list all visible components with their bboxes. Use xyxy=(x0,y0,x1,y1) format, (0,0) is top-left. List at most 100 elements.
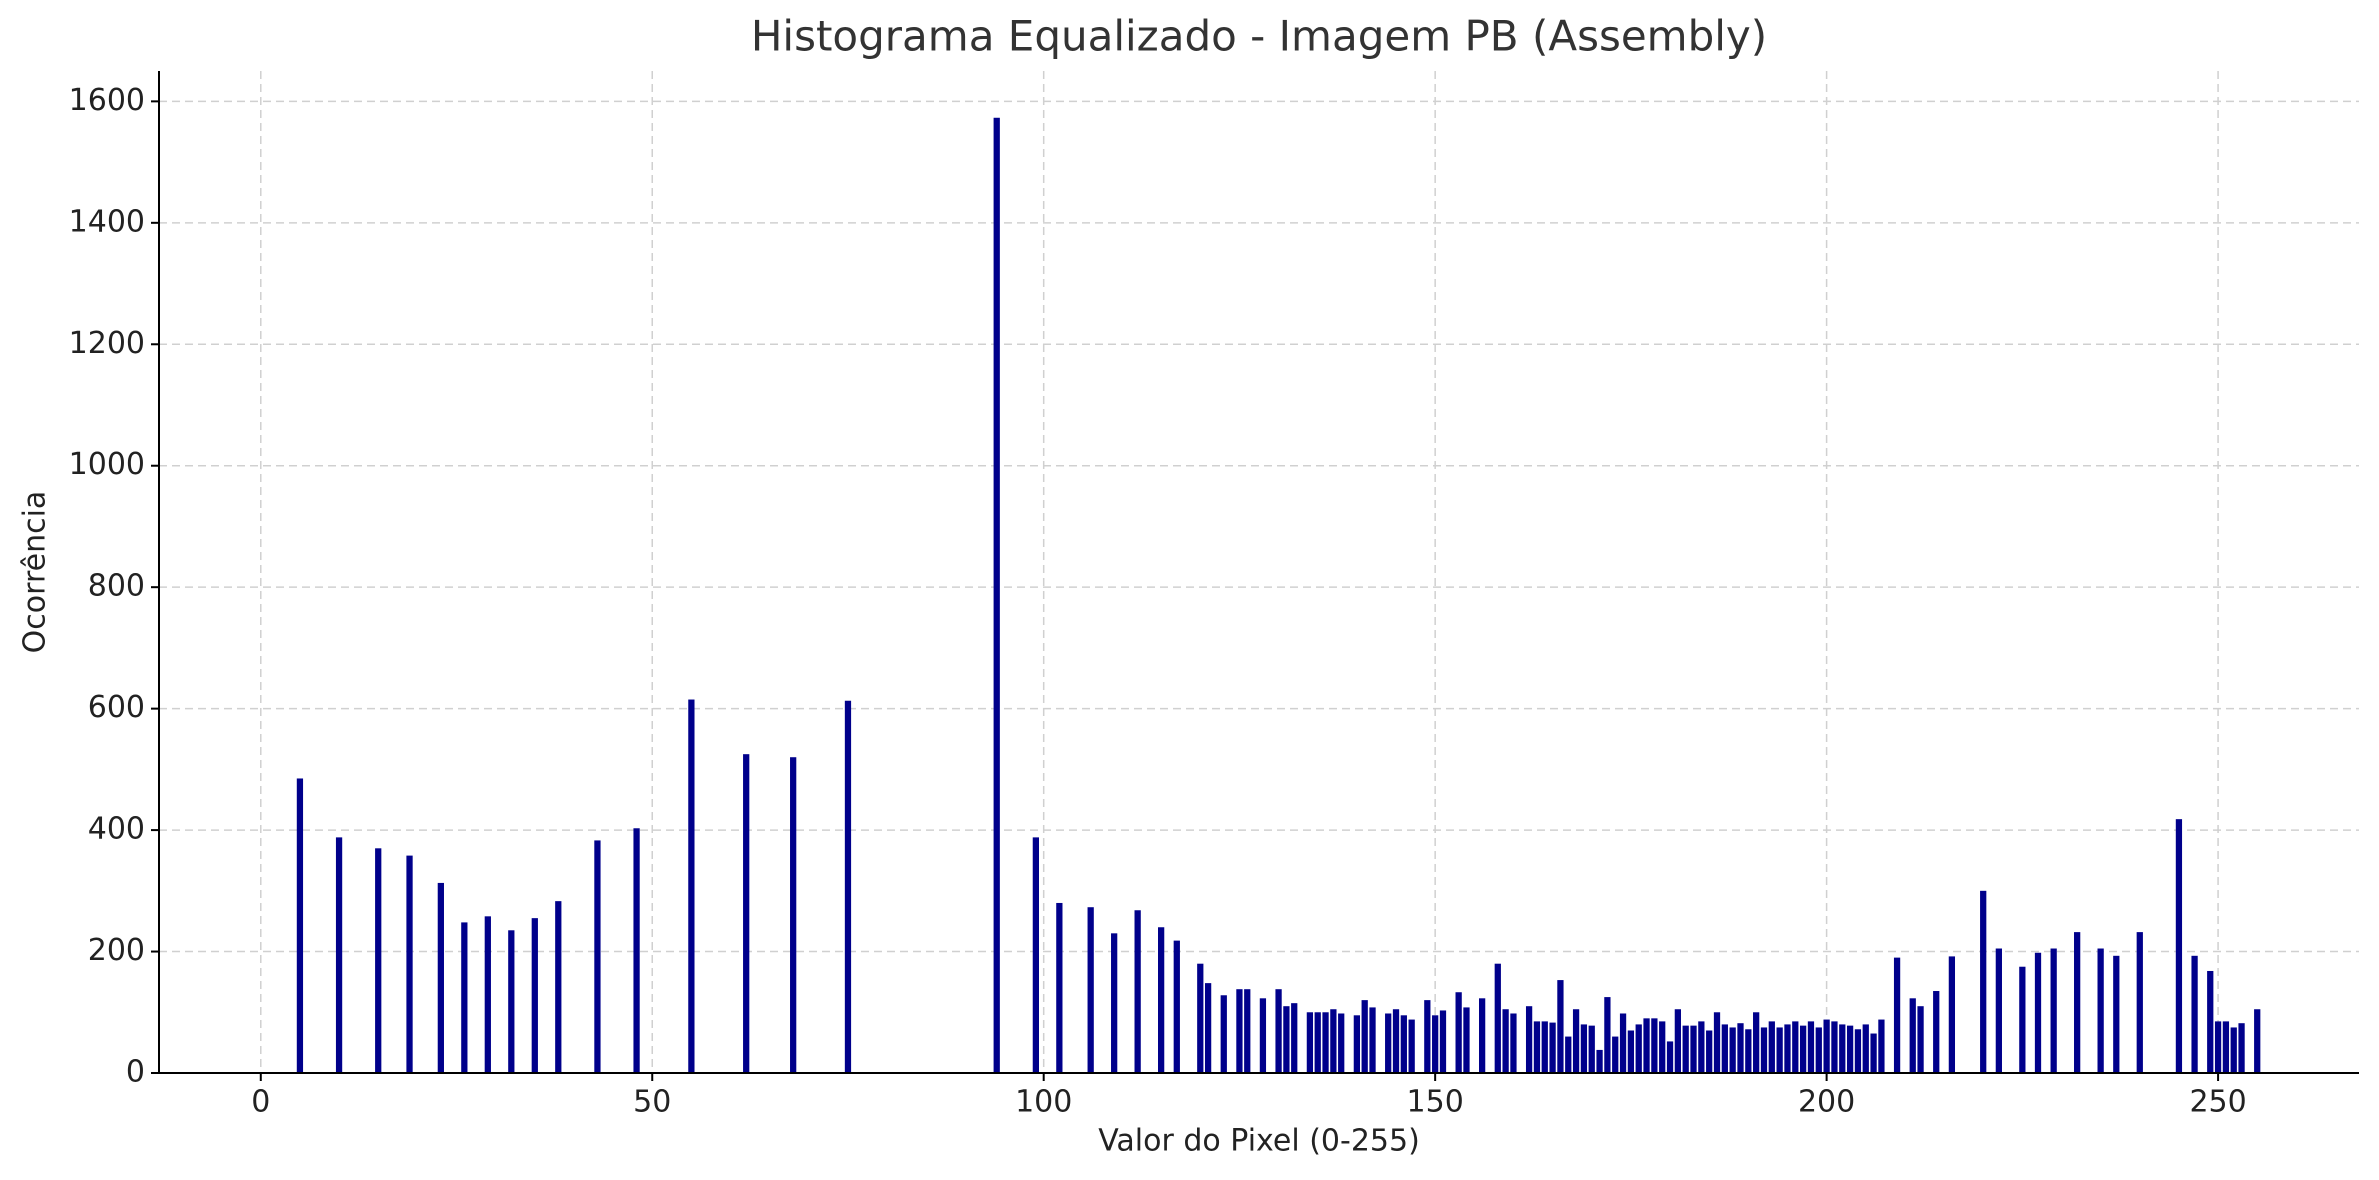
bar xyxy=(1753,1012,1760,1073)
bar xyxy=(1659,1021,1666,1073)
bar xyxy=(1392,1009,1400,1073)
bar xyxy=(1854,1029,1862,1073)
y-tick-label: 800 xyxy=(88,569,145,604)
bar xyxy=(296,778,304,1073)
bar xyxy=(1706,1030,1713,1073)
bar xyxy=(1674,1009,1681,1073)
bar xyxy=(1643,1018,1650,1073)
bar xyxy=(1839,1024,1846,1073)
bar xyxy=(1799,1025,1807,1073)
bar xyxy=(1087,907,1094,1073)
bar xyxy=(508,930,515,1073)
bar xyxy=(461,922,468,1073)
y-tick-label: 1600 xyxy=(69,83,145,118)
bar xyxy=(1831,1021,1838,1073)
bar xyxy=(2191,955,2198,1073)
bar xyxy=(2136,932,2143,1073)
bar xyxy=(1494,963,1501,1073)
bar xyxy=(375,848,382,1073)
bar xyxy=(1690,1025,1697,1073)
bar xyxy=(1275,989,1282,1073)
bar xyxy=(1291,1003,1298,1073)
bar xyxy=(2238,1023,2245,1073)
x-tick-label: 100 xyxy=(1015,1085,1072,1120)
bar xyxy=(1933,991,1940,1073)
bar xyxy=(1784,1024,1791,1073)
bar xyxy=(1768,1021,1775,1073)
bar xyxy=(1424,1000,1431,1073)
bar xyxy=(1134,910,1141,1073)
bar xyxy=(1361,1000,1368,1073)
bar xyxy=(1893,957,1901,1073)
bar xyxy=(844,700,852,1073)
bar xyxy=(1510,1013,1517,1073)
bar xyxy=(1502,1009,1509,1073)
bar xyxy=(1385,1013,1392,1073)
bar xyxy=(437,882,444,1073)
y-axis-label: Ocorrência xyxy=(18,491,53,654)
bar xyxy=(1541,1021,1548,1073)
bar xyxy=(1776,1027,1783,1073)
bar xyxy=(1729,1027,1736,1073)
x-tick-label: 250 xyxy=(2189,1085,2246,1120)
y-tick-label: 400 xyxy=(88,812,145,847)
y-tick-label: 1200 xyxy=(69,326,145,361)
bar xyxy=(1635,1024,1642,1073)
bar xyxy=(1463,1007,1470,1073)
bar xyxy=(1283,1006,1290,1073)
bar xyxy=(406,855,413,1073)
bar xyxy=(790,757,797,1073)
bar xyxy=(1619,1013,1627,1073)
bar xyxy=(1995,948,2002,1073)
bar xyxy=(1721,1024,1728,1073)
bar xyxy=(1314,1012,1321,1073)
bar xyxy=(1682,1025,1689,1073)
bar xyxy=(1557,980,1564,1073)
bar xyxy=(1236,989,1243,1073)
bar xyxy=(1792,1021,1799,1073)
chart-title: Histograma Equalizado - Imagem PB (Assem… xyxy=(751,12,1767,61)
bar xyxy=(1353,1015,1360,1073)
bar xyxy=(1330,1009,1337,1073)
bar xyxy=(1439,1010,1447,1073)
bar xyxy=(2254,1009,2261,1073)
bar xyxy=(1713,1012,1721,1073)
bar xyxy=(2019,966,2026,1073)
bar xyxy=(1400,1015,1407,1073)
bar xyxy=(1369,1007,1376,1073)
bar xyxy=(1259,998,1267,1073)
bar xyxy=(1525,1006,1533,1073)
x-tick-label: 200 xyxy=(1798,1085,1855,1120)
bar xyxy=(1604,997,1611,1073)
x-tick-label: 0 xyxy=(251,1085,270,1120)
bar xyxy=(1111,933,1118,1073)
bar xyxy=(1565,1036,1572,1073)
bar xyxy=(531,918,538,1073)
bar xyxy=(1056,902,1063,1073)
x-axis-label: Valor do Pixel (0-255) xyxy=(1098,1124,1420,1159)
x-tick-label: 150 xyxy=(1407,1085,1464,1120)
bar xyxy=(1823,1019,1830,1073)
bar xyxy=(335,837,343,1073)
bar xyxy=(2097,948,2104,1073)
y-tick-label: 1000 xyxy=(69,447,145,482)
y-tick-label: 0 xyxy=(126,1055,145,1090)
bar xyxy=(555,901,562,1073)
bar xyxy=(1596,1049,1603,1073)
bar xyxy=(1533,1021,1541,1073)
bar xyxy=(2222,1021,2230,1073)
bar xyxy=(1627,1030,1635,1073)
bar xyxy=(1158,927,1165,1073)
bar xyxy=(1173,940,1180,1073)
bar xyxy=(1204,983,1212,1073)
bar xyxy=(1980,890,1987,1073)
bar xyxy=(1432,1015,1439,1073)
bar xyxy=(1244,989,1251,1073)
bar xyxy=(743,754,750,1073)
bar xyxy=(1815,1027,1822,1073)
bar xyxy=(1612,1036,1619,1073)
bar xyxy=(1745,1029,1752,1073)
bar xyxy=(1479,998,1486,1073)
bar xyxy=(1698,1021,1705,1073)
